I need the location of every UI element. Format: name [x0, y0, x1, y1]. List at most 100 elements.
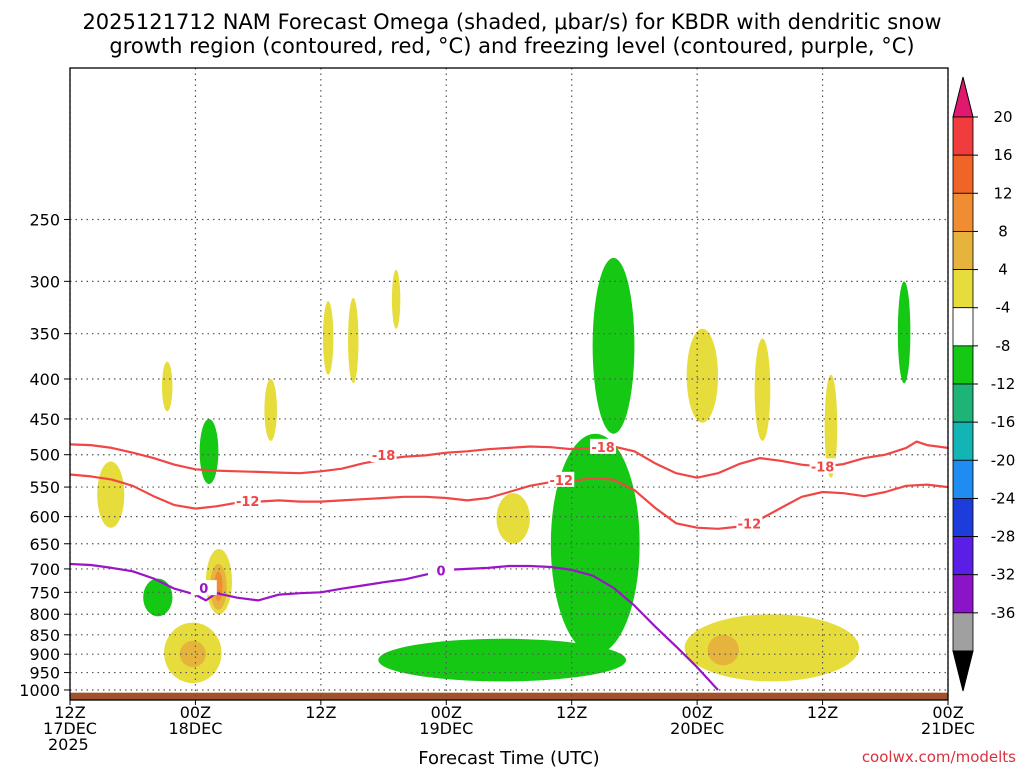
chart-title-line-1: 2025121712 NAM Forecast Omega (shaded, μ… [82, 10, 941, 34]
colorbar-band-5 [952, 307, 974, 347]
x-tick-label-3-1: 19DEC [419, 719, 473, 738]
colorbar-band-2 [952, 192, 974, 232]
y-tick-label-700: 700 [29, 560, 60, 579]
x-tick-label-0-1: 17DEC [43, 719, 97, 738]
contour-line-1 [69, 473, 949, 530]
y-tick-label-500: 500 [29, 446, 60, 465]
colorbar-band-10 [952, 498, 974, 537]
x-tick-label-1-0: 00Z [180, 703, 211, 722]
x-tick-label-7-0: 00Z [932, 703, 963, 722]
contour-label-4: -12 [550, 474, 574, 489]
colorbar-label-4: 4 [998, 261, 1008, 279]
y-tick-label-950: 950 [29, 664, 60, 683]
colorbar-label-6: -8 [996, 337, 1011, 355]
contour-label-bg-2 [809, 458, 836, 474]
omega-region-4 [391, 269, 401, 329]
omega-region-20 [378, 638, 627, 682]
y-tick-label-300: 300 [29, 272, 60, 291]
chart-title-line-2: growth region (contoured, red, °C) and f… [109, 34, 914, 58]
terrain-strip [70, 692, 948, 700]
contour-label-1: -18 [591, 441, 615, 456]
omega-region-8 [754, 338, 771, 441]
x-tick-label-0-2: 2025 [48, 735, 89, 754]
credit-text: coolwx.com/modelts [862, 748, 1016, 766]
colorbar-label-3: 8 [998, 222, 1008, 240]
contour-label-6: 0 [199, 582, 208, 597]
omega-region-3 [348, 297, 359, 384]
colorbar-band-6 [952, 345, 974, 385]
omega-region-5 [97, 461, 125, 528]
plot-frame [69, 67, 949, 701]
colorbar-band-13 [952, 612, 974, 652]
x-tick-label-1-1: 18DEC [168, 719, 222, 738]
omega-region-2 [322, 301, 334, 375]
omega-region-15 [707, 634, 739, 666]
y-tick-label-400: 400 [29, 370, 60, 389]
contour-label-7: 0 [437, 564, 446, 579]
colorbar-band-4 [952, 269, 974, 309]
colorbar-band-11 [952, 536, 974, 576]
colorbar-label-13: -36 [991, 604, 1016, 622]
omega-region-7 [686, 328, 719, 423]
x-tick-label-6-0: 12Z [807, 703, 838, 722]
omega-region-21 [550, 433, 640, 655]
colorbar-label-9: -20 [991, 451, 1016, 469]
x-tick-label-0-0: 12Z [54, 703, 85, 722]
x-tick-label-5-1: 20DEC [670, 719, 724, 738]
y-tick-label-650: 650 [29, 535, 60, 554]
colorbar-band-0 [952, 116, 974, 156]
x-axis-title: Forecast Time (UTC) [418, 748, 599, 768]
omega-region-0 [161, 361, 173, 412]
omega-region-12 [684, 614, 860, 682]
omega-region-18 [143, 578, 173, 617]
omega-region-22 [592, 257, 635, 434]
y-tick-label-550: 550 [29, 478, 60, 497]
colorbar-label-12: -32 [991, 566, 1016, 584]
omega-region-1 [264, 378, 277, 441]
contour-label-3: -12 [236, 495, 260, 510]
contour-label-bg-6 [190, 580, 217, 596]
x-tick-label-7-1: 21DEC [921, 719, 975, 738]
contour-label-5: -12 [738, 517, 762, 532]
y-tick-label-900: 900 [29, 645, 60, 664]
contour-label-0: -18 [372, 449, 396, 464]
x-tick-label-4-0: 12Z [556, 703, 587, 722]
contour-line-2 [69, 562, 719, 691]
y-tick-label-600: 600 [29, 508, 60, 527]
omega-region-6 [496, 493, 530, 544]
y-tick-label-1000: 1000 [19, 681, 60, 700]
colorbar-label-7: -12 [991, 375, 1016, 393]
omega-region-13 [179, 640, 206, 668]
colorbar-label-5: -4 [996, 299, 1011, 317]
contour-label-2: -18 [811, 460, 835, 475]
colorbar-label-10: -24 [991, 489, 1016, 507]
contour-label-bg-3 [234, 493, 261, 509]
colorbar-band-12 [952, 574, 974, 614]
colorbar-label-2: 12 [993, 184, 1012, 202]
x-tick-label-5-0: 00Z [681, 703, 712, 722]
colorbar-label-1: 16 [993, 146, 1012, 164]
contour-label-bg-5 [736, 515, 763, 531]
omega-region-19 [897, 281, 911, 384]
omega-region-17 [199, 418, 219, 484]
y-tick-label-450: 450 [29, 410, 60, 429]
colorbar-band-7 [952, 383, 974, 423]
colorbar-label-11: -28 [991, 528, 1016, 546]
colorbar-band-8 [952, 421, 974, 461]
y-tick-label-250: 250 [29, 210, 60, 229]
colorbar-band-3 [952, 231, 974, 270]
y-tick-label-850: 850 [29, 626, 60, 645]
x-tick-label-2-0: 12Z [305, 703, 336, 722]
colorbar-bottom-arrow [952, 650, 974, 692]
contour-label-bg-7 [428, 562, 455, 578]
colorbar-label-8: -16 [991, 413, 1016, 431]
omega-region-9 [824, 374, 838, 478]
x-tick-label-3-0: 00Z [431, 703, 462, 722]
colorbar-band-1 [952, 154, 974, 194]
y-tick-label-800: 800 [29, 605, 60, 624]
contour-label-bg-0 [370, 447, 397, 463]
y-tick-label-350: 350 [29, 325, 60, 344]
colorbar-label-0: 20 [993, 108, 1012, 126]
y-tick-label-750: 750 [29, 583, 60, 602]
plot-area: 2503003504004505005506006507007508008509… [19, 67, 1016, 754]
